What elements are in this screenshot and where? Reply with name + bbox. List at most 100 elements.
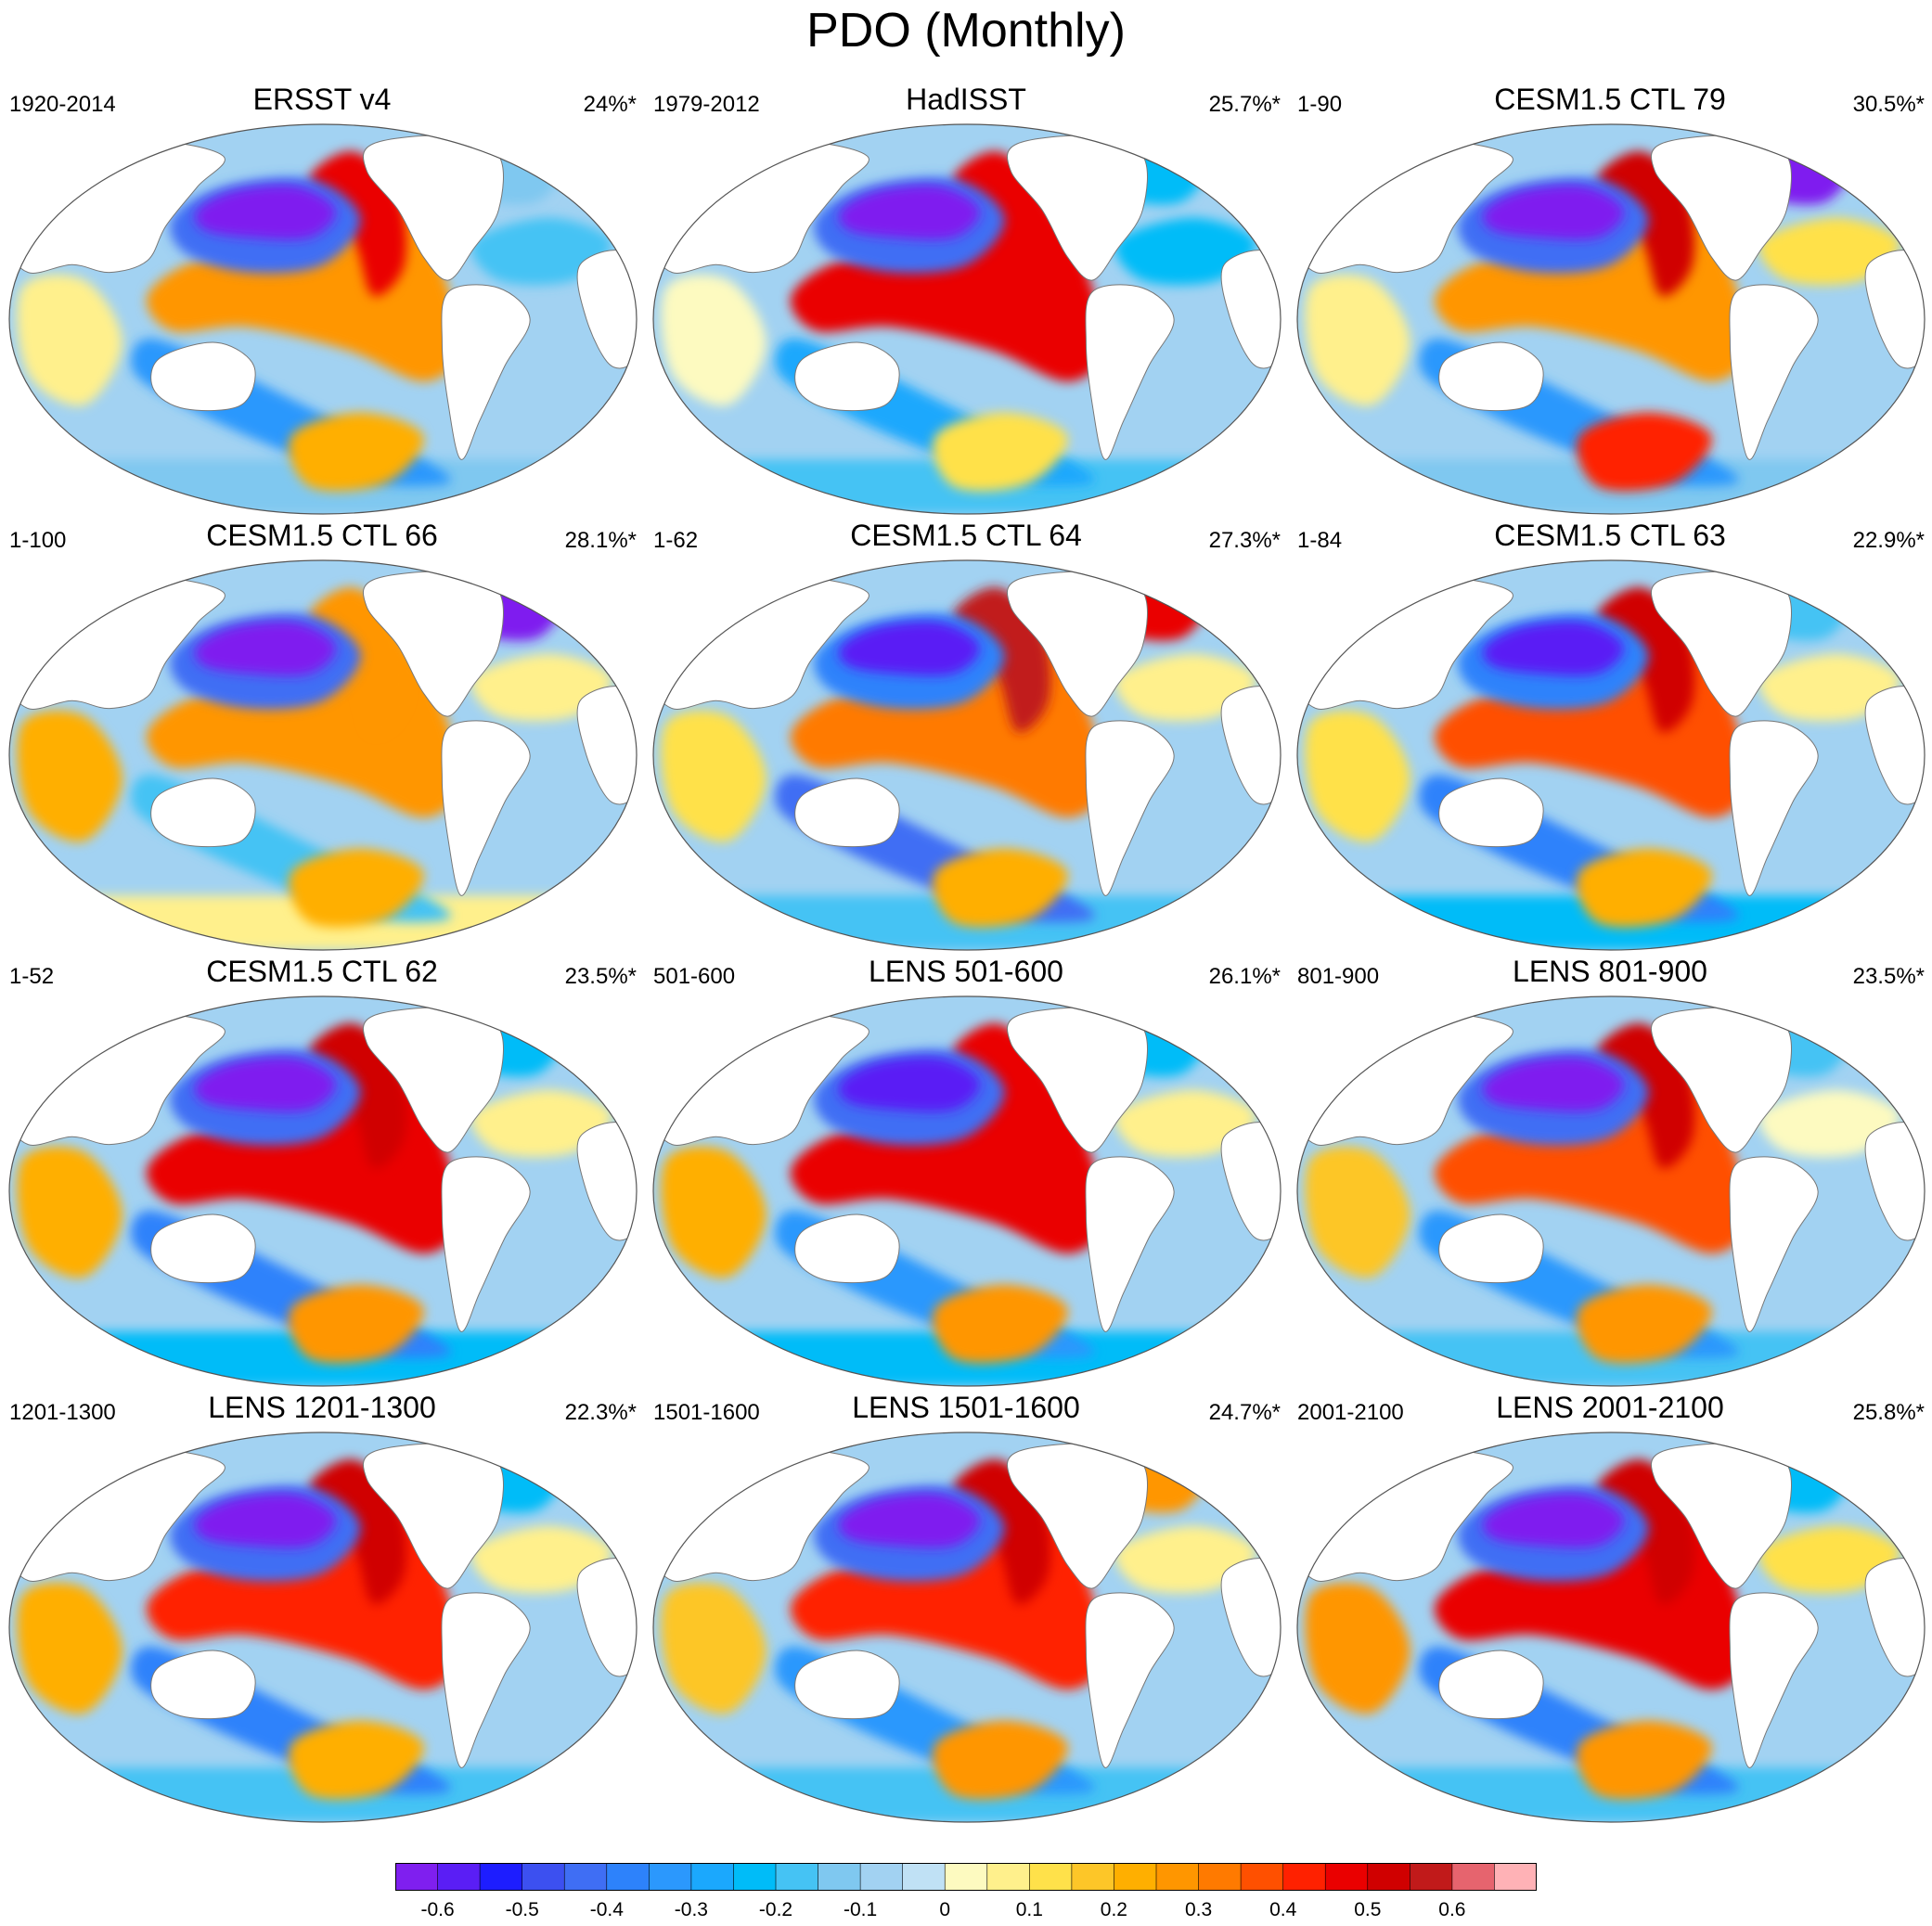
anomaly-region-atlantic_north — [470, 217, 612, 286]
anomaly-region-npac_cold — [195, 185, 336, 240]
colorbar-swatch — [1282, 1863, 1326, 1891]
south-america-landmass — [1729, 1156, 1819, 1332]
anomaly-region-npac_cold — [195, 621, 336, 676]
panel-variance: 23.5%* — [1852, 964, 1925, 989]
south-america-landmass — [1085, 1592, 1175, 1768]
panel-period: 2001-2100 — [1297, 1400, 1404, 1425]
colorbar-swatch — [1029, 1863, 1073, 1891]
panel-title: HadISST — [906, 83, 1026, 116]
map-plot — [8, 1432, 638, 1823]
map-panel: ERSST v4 1920-2014 24%* — [0, 82, 644, 518]
panel-period: 1-90 — [1297, 92, 1343, 117]
panel-title: CESM1.5 CTL 64 — [850, 519, 1082, 552]
anomaly-region-npac_cold — [1483, 185, 1624, 240]
australia-landmass — [1438, 1213, 1544, 1284]
panel-period: 1920-2014 — [9, 92, 116, 117]
south-america-landmass — [1085, 720, 1175, 896]
map-outline — [8, 995, 638, 1387]
anomaly-region-indian_ocean — [17, 710, 122, 842]
map-panel: LENS 1201-1300 1201-1300 22.3%* — [0, 1390, 644, 1826]
anomaly-region-south_pac_warm — [1577, 1720, 1712, 1800]
panel-variance: 28.1%* — [564, 528, 637, 553]
australia-landmass — [1438, 341, 1544, 412]
greenland-landmass — [1153, 1432, 1209, 1479]
colorbar-swatch — [1156, 1863, 1200, 1891]
colorbar-tick-label: -0.5 — [506, 1899, 539, 1920]
panel-variance: 23.5%* — [564, 964, 637, 989]
colorbar-tick-label: -0.2 — [759, 1899, 792, 1920]
colorbar-tick-label: -0.6 — [421, 1899, 455, 1920]
map-outline — [652, 1432, 1282, 1823]
map-outline — [652, 123, 1282, 515]
colorbar-tick-label: -0.1 — [844, 1899, 877, 1920]
map-plot — [1296, 1432, 1926, 1823]
anomaly-region-atlantic_north — [1758, 1089, 1900, 1158]
colorbar-swatch — [945, 1863, 988, 1891]
panel-title: CESM1.5 CTL 63 — [1494, 519, 1726, 552]
colorbar-swatch — [1451, 1863, 1495, 1891]
anomaly-region-south_pac_warm — [933, 1284, 1068, 1364]
greenland-landmass — [1797, 124, 1853, 171]
anomaly-region-npac_cold — [195, 1493, 336, 1548]
anomaly-region-atlantic_north — [1114, 1089, 1256, 1158]
colorbar-tick-label: -0.4 — [590, 1899, 625, 1920]
colorbar-swatch — [649, 1863, 692, 1891]
panel-variance: 25.7%* — [1208, 92, 1281, 117]
panel-variance: 24%* — [583, 92, 637, 117]
panel-title: LENS 1201-1300 — [208, 1391, 436, 1424]
anomaly-region-indian_ocean — [17, 1582, 122, 1714]
map-plot — [1296, 995, 1926, 1387]
anomaly-region-atlantic_north — [1114, 1525, 1256, 1594]
south-america-landmass — [1085, 1156, 1175, 1332]
colorbar: -0.6 -0.5 -0.4 -0.3 -0.2 -0.1 0 0.1 0.2 0.3 0.4 0.5… — [395, 1863, 1537, 1920]
anomaly-region-npac_cold — [1483, 1493, 1624, 1548]
anomaly-region-south_pac_warm — [289, 412, 424, 492]
anomaly-region-south_pac_warm — [933, 1720, 1068, 1800]
anomaly-region-indian_ocean — [1305, 1582, 1410, 1714]
panel-variance: 30.5%* — [1852, 92, 1925, 117]
map-panel: CESM1.5 CTL 79 1-90 30.5%* — [1288, 82, 1932, 518]
greenland-landmass — [1797, 1432, 1853, 1479]
map-plot — [1296, 559, 1926, 951]
map-panel: CESM1.5 CTL 66 1-100 28.1%* — [0, 518, 644, 954]
anomaly-region-atlantic_north — [1758, 653, 1900, 722]
panel-period: 1501-1600 — [653, 1400, 760, 1425]
colorbar-swatch — [902, 1863, 946, 1891]
panel-period: 1-100 — [9, 528, 67, 553]
anomaly-region-indian_ocean — [1305, 1146, 1410, 1278]
map-plot — [652, 1432, 1282, 1823]
anomaly-region-npac_cold — [839, 1493, 980, 1548]
anomaly-region-npac_cold — [1483, 621, 1624, 676]
australia-landmass — [794, 341, 900, 412]
map-outline — [1296, 123, 1926, 515]
anomaly-region-south_pac_warm — [1577, 412, 1712, 492]
panel-period: 801-900 — [1297, 964, 1380, 989]
south-america-landmass — [1729, 1592, 1819, 1768]
colorbar-tick-label: 0.3 — [1185, 1899, 1212, 1920]
colorbar-swatch — [1071, 1863, 1114, 1891]
anomaly-region-south_pac_warm — [289, 1720, 424, 1800]
anomaly-region-atlantic_north — [1114, 653, 1256, 722]
colorbar-tick-label: 0.6 — [1438, 1899, 1465, 1920]
map-panel: CESM1.5 CTL 64 1-62 27.3%* — [644, 518, 1288, 954]
colorbar-tick-label: 0.4 — [1269, 1899, 1297, 1920]
map-plot — [652, 123, 1282, 515]
map-outline — [1296, 1432, 1926, 1823]
colorbar-swatch — [1410, 1863, 1453, 1891]
south-america-landmass — [441, 1156, 531, 1332]
colorbar-swatch — [818, 1863, 861, 1891]
panel-variance: 22.9%* — [1852, 528, 1925, 553]
anomaly-region-atlantic_north — [470, 1525, 612, 1594]
panel-variance: 25.8%* — [1852, 1400, 1925, 1425]
anomaly-region-indian_ocean — [17, 1146, 122, 1278]
australia-landmass — [150, 1650, 256, 1720]
panel-period: 1201-1300 — [9, 1400, 116, 1425]
colorbar-swatch — [690, 1863, 734, 1891]
greenland-landmass — [509, 996, 565, 1043]
map-panel: CESM1.5 CTL 63 1-84 22.9%* — [1288, 518, 1932, 954]
colorbar-swatch — [564, 1863, 608, 1891]
map-panel: LENS 801-900 801-900 23.5%* — [1288, 954, 1932, 1390]
anomaly-region-indian_ocean — [661, 1146, 766, 1278]
anomaly-region-south_pac_warm — [933, 412, 1068, 492]
anomaly-region-south_pac_warm — [289, 1284, 424, 1364]
